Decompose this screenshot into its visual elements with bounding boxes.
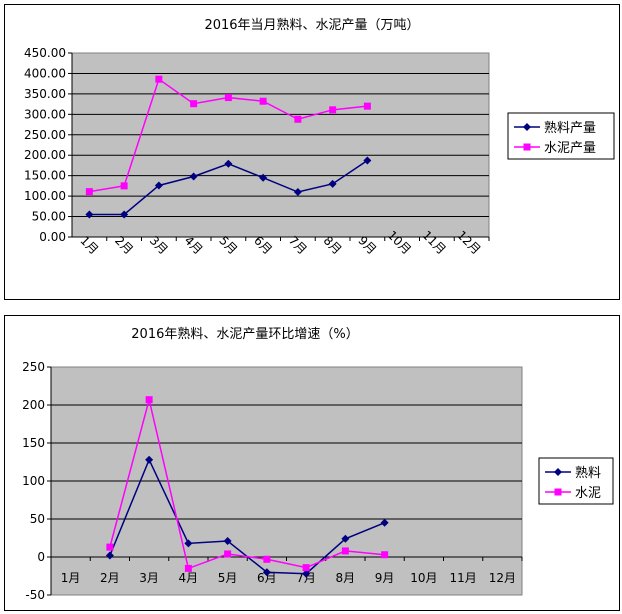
data-point — [341, 534, 350, 543]
data-point — [302, 564, 310, 572]
x-tick-label: 2月 — [100, 571, 120, 585]
data-point — [259, 97, 267, 105]
y-tick-label: -50 — [25, 588, 45, 602]
legend-marker — [523, 143, 531, 151]
chart-title: 2016年当月熟料、水泥产量（万吨） — [204, 17, 419, 33]
x-tick-label: 6月 — [257, 571, 277, 585]
data-point — [145, 396, 153, 404]
data-point — [294, 115, 302, 123]
data-point — [224, 550, 232, 558]
y-tick-label: 200.00 — [24, 148, 66, 162]
data-point — [184, 564, 192, 572]
y-tick-label: 100 — [22, 474, 45, 488]
plot-area — [71, 52, 490, 238]
x-tick-label: 8月 — [336, 571, 356, 585]
data-point — [341, 547, 349, 555]
y-tick-label: 0 — [37, 550, 45, 564]
data-point — [190, 100, 198, 108]
x-tick-label: 1月 — [61, 571, 81, 585]
data-point — [381, 551, 389, 559]
data-point — [262, 568, 271, 577]
data-point — [106, 543, 114, 551]
x-tick-label: 12月 — [489, 571, 516, 585]
y-tick-label: 50 — [30, 512, 45, 526]
growth-chart: 2016年熟料、水泥产量环比增速（%） -50 0 50 100 150 200 250 1月… — [22, 326, 614, 602]
x-tick-label: 7月 — [296, 571, 316, 585]
legend — [507, 112, 615, 160]
y-tick-label: 150.00 — [24, 169, 66, 183]
y-tick-label: 250.00 — [24, 128, 66, 142]
data-point — [145, 455, 154, 464]
data-point — [155, 75, 163, 83]
y-tick-label: 0.00 — [39, 230, 66, 244]
legend-label: 水泥 — [575, 486, 601, 501]
legend-marker — [554, 468, 562, 476]
data-point — [189, 172, 198, 181]
y-tick-label: 400.00 — [24, 66, 66, 80]
legend — [538, 457, 614, 505]
data-point — [263, 555, 271, 563]
y-tick-label: 200 — [22, 398, 45, 412]
legend-label: 水泥产量 — [544, 141, 596, 156]
data-point — [293, 188, 302, 197]
data-point — [224, 94, 232, 102]
legend-label: 熟料产量 — [544, 120, 596, 136]
y-tick-label: 150 — [22, 436, 45, 450]
chart-panel-growth: 2016年熟料、水泥产量环比增速（%） -50 0 50 100 150 200 250 1月… — [4, 315, 620, 611]
x-tick-label: 11月 — [449, 571, 476, 585]
production-chart: 2016年当月熟料、水泥产量（万吨） 0.00 50.00 100.00 150.00… — [24, 17, 615, 257]
data-point — [154, 181, 163, 190]
y-tick-label: 350.00 — [24, 87, 66, 101]
legend-marker — [554, 488, 562, 496]
data-point — [120, 182, 128, 190]
data-point — [224, 159, 233, 168]
x-tick-label: 5月 — [218, 571, 238, 585]
legend-marker — [523, 123, 531, 131]
y-tick-label: 250 — [22, 360, 45, 374]
chart-panel-production: 2016年当月熟料、水泥产量（万吨） 0.00 50.00 100.00 150.00… — [4, 4, 620, 300]
data-point — [85, 210, 94, 219]
data-point — [184, 539, 193, 548]
x-tick-label: 3月 — [139, 571, 159, 585]
legend-label: 熟料 — [575, 465, 601, 481]
data-point — [105, 551, 114, 560]
data-point — [380, 518, 389, 527]
series-line — [109, 399, 385, 570]
y-tick-label: 50.00 — [32, 210, 66, 224]
y-tick-label: 300.00 — [24, 107, 66, 121]
data-point — [223, 537, 232, 546]
y-tick-label: 100.00 — [24, 189, 66, 203]
data-point — [329, 106, 337, 114]
data-point — [85, 188, 93, 196]
x-tick-label: 4月 — [179, 571, 199, 585]
data-point — [363, 102, 371, 110]
chart-title: 2016年熟料、水泥产量环比增速（%） — [131, 326, 358, 342]
x-tick-label: 10月 — [410, 571, 437, 585]
data-point — [120, 210, 129, 219]
y-tick-label: 450.00 — [24, 46, 66, 60]
x-tick-label: 9月 — [375, 571, 395, 585]
data-point — [302, 569, 311, 578]
data-point — [328, 179, 337, 188]
data-point — [363, 156, 372, 165]
data-point — [259, 173, 268, 182]
